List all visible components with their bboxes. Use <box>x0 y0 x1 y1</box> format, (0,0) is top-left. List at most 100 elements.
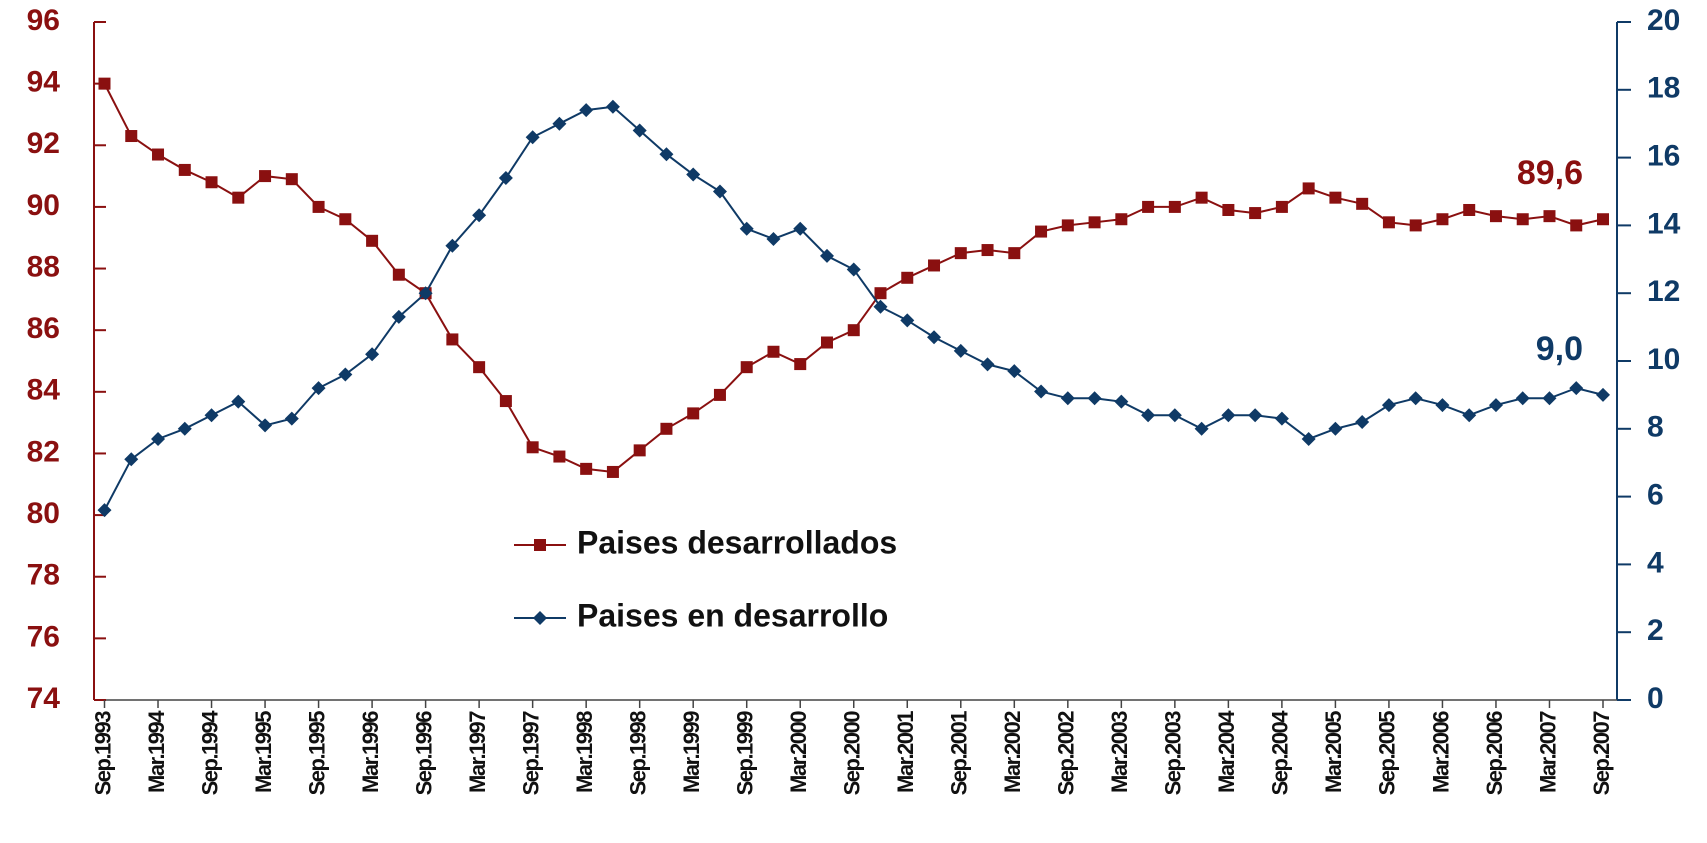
point <box>1570 219 1583 232</box>
point <box>1435 398 1450 413</box>
point <box>1301 431 1316 446</box>
x-tick-label: Sep.1997 <box>518 711 543 796</box>
point <box>1596 387 1610 402</box>
point <box>1141 408 1156 423</box>
point <box>1328 421 1343 436</box>
point <box>1007 364 1022 379</box>
point <box>125 130 138 143</box>
point <box>954 247 967 260</box>
y2-tick-label: 12 <box>1647 275 1680 308</box>
x-tick-label: Mar.2002 <box>1000 711 1025 793</box>
point <box>258 418 273 433</box>
x-tick-label: Sep.1995 <box>304 711 329 796</box>
point <box>633 444 646 457</box>
x-tick-label: Mar.2000 <box>786 711 811 793</box>
point <box>1087 391 1102 406</box>
point <box>1302 182 1315 195</box>
point <box>232 191 245 204</box>
legend-marker <box>533 611 547 625</box>
point <box>445 238 460 253</box>
point <box>847 324 860 337</box>
point <box>285 173 298 186</box>
point <box>1597 213 1609 226</box>
point <box>473 361 486 374</box>
point <box>605 99 620 114</box>
point <box>1167 408 1182 423</box>
y-tick-label: 96 <box>27 4 60 37</box>
y2-tick-label: 6 <box>1647 479 1664 512</box>
y2-tick-label: 10 <box>1647 343 1680 376</box>
point <box>366 234 379 247</box>
point <box>1142 200 1155 213</box>
point <box>766 231 781 246</box>
series-line <box>103 83 1604 473</box>
x-tick-label: Sep.1993 <box>90 711 115 796</box>
point <box>660 422 673 435</box>
y-tick-label: 86 <box>27 312 60 345</box>
point <box>1329 191 1342 204</box>
point <box>1061 219 1074 232</box>
y2-tick-label: 20 <box>1647 4 1680 37</box>
point <box>1569 381 1584 396</box>
point <box>1488 398 1503 413</box>
point <box>1088 216 1101 229</box>
point <box>1060 391 1075 406</box>
x-tick-label: Mar.1995 <box>251 711 276 793</box>
point <box>1221 408 1236 423</box>
annotation: 9,0 <box>1536 330 1583 368</box>
point <box>338 367 353 382</box>
y-tick-label: 82 <box>27 435 60 468</box>
point <box>446 333 459 346</box>
point <box>632 123 647 138</box>
x-tick-label: Mar.2001 <box>893 711 918 793</box>
y-tick-label: 90 <box>27 189 60 222</box>
point <box>980 357 995 372</box>
point <box>1489 210 1502 223</box>
y2-tick-label: 4 <box>1647 546 1664 579</box>
point <box>739 221 754 236</box>
point <box>1355 415 1370 430</box>
x-tick-label: Sep.2007 <box>1589 711 1614 796</box>
x-tick-label: Sep.1994 <box>197 710 222 796</box>
point <box>901 271 914 284</box>
point <box>928 259 941 272</box>
point <box>553 450 566 463</box>
x-tick-label: Sep.2000 <box>840 711 865 796</box>
point <box>981 244 994 257</box>
point <box>472 208 487 223</box>
x-tick-label: Mar.2007 <box>1535 711 1560 793</box>
point <box>1356 197 1369 210</box>
point <box>391 309 406 324</box>
point <box>1035 225 1048 238</box>
point <box>151 431 166 446</box>
y-tick-label: 84 <box>27 374 61 407</box>
point <box>1462 408 1477 423</box>
x-tick-label: Sep.2005 <box>1375 711 1400 796</box>
point <box>177 421 192 436</box>
point <box>1114 394 1129 409</box>
point <box>339 213 352 226</box>
legend-marker <box>534 539 546 551</box>
x-tick-label: Sep.2004 <box>1268 710 1293 796</box>
annotation: 89,6 <box>1517 154 1583 192</box>
point <box>712 184 727 199</box>
point <box>1543 210 1556 223</box>
point <box>1008 247 1021 260</box>
point <box>312 200 325 213</box>
point <box>1463 203 1476 216</box>
point <box>204 408 219 423</box>
point <box>1274 411 1289 426</box>
legend-label: Paises desarrollados <box>577 524 897 560</box>
point <box>713 388 726 401</box>
point <box>873 299 888 314</box>
point <box>686 167 701 182</box>
point <box>525 130 540 145</box>
point <box>418 286 433 301</box>
point <box>98 77 111 90</box>
point <box>1436 213 1449 226</box>
point <box>1542 391 1557 406</box>
x-tick-label: Mar.1998 <box>572 711 597 793</box>
x-tick-label: Sep.1998 <box>625 711 650 796</box>
